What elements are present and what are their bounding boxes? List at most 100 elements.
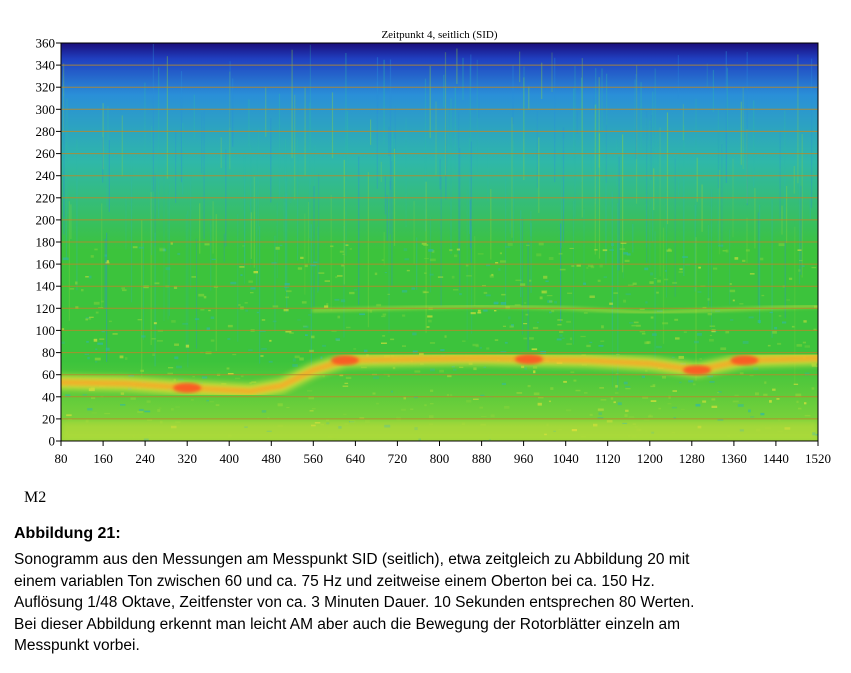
spectrum-bands [61,304,818,399]
texture-speckle [430,368,435,372]
texture-speckle [600,340,605,342]
texture-speckle [597,417,604,419]
texture-streak [746,217,748,263]
texture-speckle [646,341,651,344]
texture-streak [63,171,65,218]
texture-streak [721,144,723,249]
texture-speckle [157,409,161,412]
texture-speckle [381,259,384,261]
texture-speckle [734,257,739,260]
texture-streak [445,101,447,200]
texture-streak [450,98,452,255]
texture-speckle [94,248,98,251]
texture-speckle [798,407,802,410]
texture-streak [605,156,607,266]
texture-speckle [206,399,209,402]
texture-streak [290,158,292,204]
texture-speckle [470,312,476,315]
texture-speckle [261,410,267,413]
texture-speckle [268,360,273,363]
texture-speckle [533,392,540,396]
texture-streak [101,203,103,308]
texture-speckle [86,340,89,343]
texture-speckle [143,285,149,289]
texture-speckle [566,409,572,412]
texture-speckle [401,290,408,293]
texture-streak [611,239,614,387]
caption-line: Sonogramm aus den Messungen am Messpunkt… [14,551,690,568]
texture-speckle [490,414,495,418]
texture-streak [659,127,661,277]
texture-speckle [206,327,210,331]
texture-speckle [269,339,272,342]
texture-speckle [804,372,810,376]
y-tick-label: 80 [42,345,55,360]
texture-speckle [786,299,790,301]
texture-speckle [652,384,656,387]
texture-streak [270,118,272,203]
texture-speckle [586,344,591,348]
tonal-hotspot [683,365,712,376]
x-tick-label: 960 [514,451,534,466]
texture-speckle [483,366,487,368]
texture-speckle [140,369,144,372]
texture-speckle [390,338,395,341]
texture-speckle [623,381,628,385]
texture-speckle [651,333,657,336]
texture-speckle [428,319,432,323]
texture-speckle [359,417,365,419]
texture-speckle [641,332,646,335]
texture-speckle [725,331,730,334]
texture-streak [456,48,458,84]
texture-speckle [717,392,720,394]
texture-speckle [673,417,676,419]
texture-speckle [248,280,253,283]
texture-streak [490,189,492,260]
texture-speckle [404,258,410,261]
texture-speckle [98,307,104,309]
texture-speckle [483,291,488,294]
texture-speckle [376,402,379,405]
texture-speckle [639,308,645,310]
texture-streak [343,159,345,285]
x-tick-label: 1440 [763,451,789,466]
texture-speckle [168,367,174,369]
texture-speckle [602,249,608,252]
texture-streak [65,142,67,259]
texture-speckle [454,254,458,258]
texture-streak [168,183,170,316]
texture-streak [141,220,143,377]
texture-streak [753,100,755,187]
texture-streak [265,87,267,137]
texture-speckle [718,244,724,247]
texture-speckle [639,331,646,333]
texture-streak [530,223,532,293]
texture-streak [469,200,471,249]
texture-speckle [272,320,277,323]
y-tick-label: 140 [36,279,56,294]
texture-speckle [475,345,479,348]
texture-speckle [466,399,472,403]
texture-streak [601,68,603,135]
texture-speckle [641,375,645,378]
texture-streak [313,186,315,307]
texture-speckle [811,365,818,367]
texture-streak [229,61,231,128]
texture-speckle [284,286,290,288]
texture-streak [717,109,719,244]
texture-streak [554,57,556,183]
texture-speckle [732,299,735,302]
texture-speckle [526,244,530,246]
texture-speckle [271,262,277,265]
texture-speckle [439,369,444,373]
texture-speckle [462,340,466,342]
texture-streak [811,58,813,208]
texture-speckle [632,282,637,285]
texture-streak [309,102,311,239]
texture-speckle [717,418,724,421]
texture-speckle [504,341,508,344]
texture-streak [106,232,108,362]
texture-speckle [275,246,280,250]
texture-speckle [97,342,103,345]
texture-speckle [331,330,337,332]
